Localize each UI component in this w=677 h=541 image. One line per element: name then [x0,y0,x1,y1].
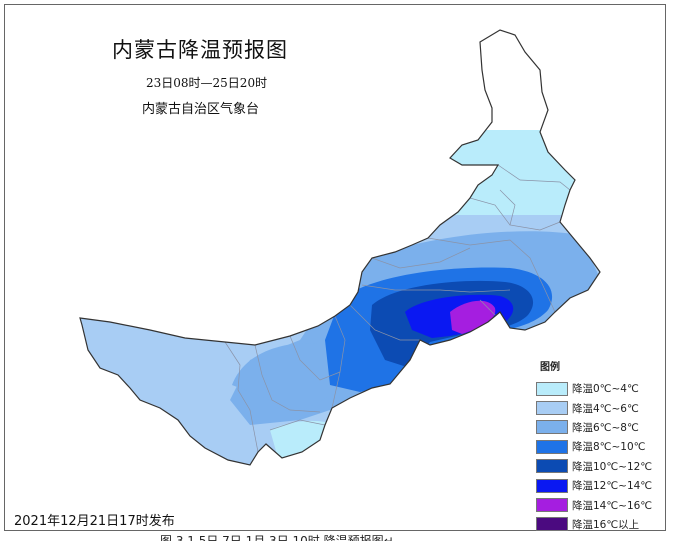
legend-item: 降温10℃~12℃ [536,457,664,476]
legend-swatch [536,401,568,416]
legend-title: 图例 [540,362,560,373]
legend-label: 降温6℃~8℃ [572,421,639,434]
legend-item: 降温8℃~10℃ [536,437,664,456]
release-time: 2021年12月21日17时发布 [14,514,175,529]
legend-label: 降温4℃~6℃ [572,402,639,415]
legend-swatch [536,478,568,493]
legend-item: 降温0℃~4℃ [536,379,664,398]
legend: 图例 降温0℃~4℃ 降温4℃~6℃ 降温6℃~8℃ 降温8℃~10℃ 降温10… [536,358,664,534]
legend-item: 降温6℃~8℃ [536,418,664,437]
legend-item: 降温12℃~14℃ [536,476,664,495]
map-issuer: 内蒙古自治区气象台 [142,102,260,117]
zone-0-4-southwest [270,420,335,465]
legend-swatch [536,381,568,396]
legend-swatch [536,439,568,454]
legend-item: 降温4℃~6℃ [536,398,664,417]
map-title: 内蒙古降温预报图 [112,38,288,62]
figure-caption: 图 3.1 5日 7日 1月 3日 10时 降温预报图↵ [160,534,394,541]
zone-0-4-northeast [380,130,600,220]
map-frame [4,4,666,531]
legend-swatch [536,498,568,513]
legend-label: 降温0℃~4℃ [572,383,639,396]
legend-label: 降温8℃~10℃ [572,441,646,454]
legend-item: 降温16℃以上 [536,515,664,534]
zone-14-16 [450,300,496,334]
legend-label: 降温10℃~12℃ [572,460,653,473]
legend-label: 降温12℃~14℃ [572,480,653,493]
legend-label: 降温16℃以上 [572,518,640,531]
legend-swatch [536,420,568,435]
legend-item: 降温14℃~16℃ [536,495,664,514]
zone-6-8-west [232,343,340,412]
legend-swatch [536,459,568,474]
legend-label: 降温14℃~16℃ [572,499,653,512]
map-subtitle: 23日08时—25日20时 [146,76,268,90]
legend-swatch [536,517,568,532]
